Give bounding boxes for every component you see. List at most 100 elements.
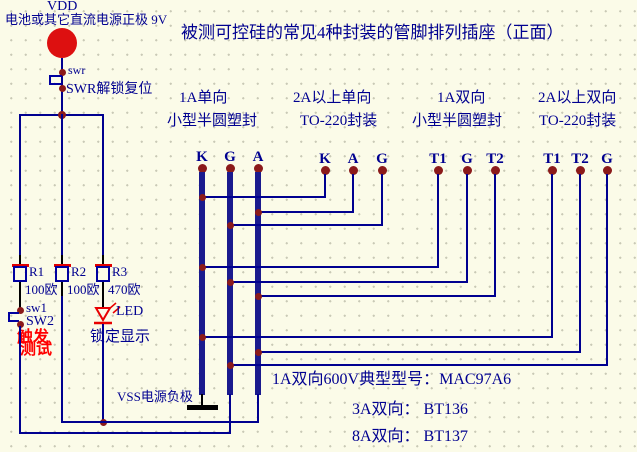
wire: [61, 114, 63, 255]
switch-terminal-dot: [59, 85, 66, 92]
wire: [494, 174, 496, 297]
resistor-cap: [12, 264, 29, 267]
led-icon: [94, 302, 121, 325]
pin-label: A: [347, 151, 359, 167]
wire: [324, 174, 326, 198]
wire: [551, 174, 553, 338]
wire: [19, 326, 21, 434]
wire: [230, 224, 383, 226]
wire: [258, 211, 354, 213]
switch-terminal-dot: [17, 321, 24, 328]
pin-dot: [548, 166, 557, 175]
pin-label: G: [461, 151, 473, 167]
wire: [102, 255, 104, 266]
trigger-switch-ref: sw1: [26, 300, 47, 315]
wire: [202, 266, 439, 268]
wire: [381, 174, 383, 226]
wire: [19, 255, 21, 266]
pin-label: G: [376, 151, 388, 167]
wire: [202, 196, 325, 198]
pushbutton-icon: [49, 75, 62, 85]
pin-label: G: [224, 149, 236, 165]
wire: [352, 174, 354, 213]
pin-label: A: [252, 149, 264, 165]
resistor-symbol: [13, 266, 27, 282]
resistor-symbol: [96, 266, 110, 282]
junction-dot: [255, 349, 262, 356]
trigger-caption-2: 测试: [20, 341, 53, 358]
resistor-value: 100欧: [67, 282, 100, 297]
junction-dot: [199, 334, 206, 341]
pin-dot: [321, 166, 330, 175]
wire: [258, 295, 496, 297]
junction-dot: [199, 194, 206, 201]
resistor-ref: R1: [29, 264, 45, 279]
junction-dot: [227, 222, 234, 229]
junction-dot: [227, 279, 234, 286]
junction-dot: [227, 362, 234, 369]
resistor-ref: R2: [71, 264, 87, 279]
pin-dot: [349, 166, 358, 175]
reset-switch-ref: swr: [68, 63, 86, 77]
wire: [201, 394, 203, 406]
wire: [62, 421, 259, 423]
pin-label: T1: [543, 151, 561, 167]
socket2-subtitle: TO-220封装: [300, 113, 378, 129]
socket1-title: 1A单向: [179, 90, 228, 106]
resistor-value: 100欧: [25, 282, 58, 297]
junction-dot: [255, 209, 262, 216]
switch-terminal-dot: [17, 307, 24, 314]
pin-label: T2: [571, 151, 589, 167]
wire: [61, 296, 63, 423]
wire: [102, 324, 104, 423]
led-caption: 锁定显示: [90, 329, 151, 345]
pin-dot: [491, 166, 500, 175]
pin-label: T2: [486, 151, 504, 167]
wire: [202, 336, 553, 338]
led-label: LED: [116, 304, 144, 319]
wire: [579, 174, 581, 353]
vdd-description: 电池或其它直流电源正极 9V: [5, 12, 168, 27]
reset-switch-label: SWR解锁复位: [66, 82, 153, 97]
wire: [258, 351, 581, 353]
pin-dot: [226, 164, 235, 173]
junction-dot: [199, 264, 206, 271]
wire: [19, 114, 21, 255]
trigger-switch-label: SW2: [26, 314, 54, 329]
junction-dot: [255, 293, 262, 300]
pin-dot: [434, 166, 443, 175]
switch-terminal-dot: [59, 69, 66, 76]
note-8a-model: 8A双向： BT137: [352, 428, 469, 445]
resistor-cap: [95, 264, 112, 267]
bus-bar-A: [255, 172, 261, 395]
wire: [230, 281, 468, 283]
pushbutton-icon: [8, 312, 19, 322]
wire: [61, 282, 63, 296]
wire: [606, 174, 608, 366]
wire: [19, 282, 21, 309]
socket4-title: 2A以上双向: [538, 90, 617, 106]
note-3a-model: 3A双向： BT136: [352, 401, 469, 418]
resistor-cap: [54, 264, 71, 267]
pin-dot: [378, 166, 387, 175]
wire: [102, 114, 104, 255]
socket1-subtitle: 小型半圆塑封: [167, 113, 258, 129]
pin-label: G: [601, 151, 613, 167]
resistor-value: 470欧: [108, 282, 141, 297]
wire: [61, 255, 63, 266]
wire: [257, 394, 259, 423]
vss-label: VSS电源负极: [117, 389, 193, 404]
pin-dot: [254, 164, 263, 173]
pin-label: K: [196, 149, 208, 165]
pin-dot: [603, 166, 612, 175]
vdd-label: VDD: [47, 0, 78, 14]
pin-label: T1: [429, 151, 447, 167]
wire: [102, 282, 104, 309]
wire: [229, 394, 231, 434]
pin-label: K: [319, 151, 331, 167]
pin-dot: [198, 164, 207, 173]
ground-icon: [187, 405, 218, 410]
wire: [437, 174, 439, 268]
wire: [466, 174, 468, 283]
